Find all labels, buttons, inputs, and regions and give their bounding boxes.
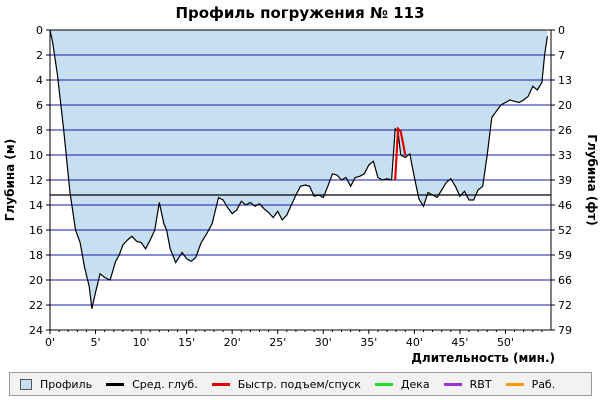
- x-tick-label-0: 0': [45, 336, 55, 349]
- y-tick-label-left-10: 20: [29, 274, 43, 287]
- y-tick-label-left-11: 22: [29, 299, 43, 312]
- y-tick-label-left-7: 14: [29, 199, 43, 212]
- x-tick-label-1: 5': [91, 336, 101, 349]
- legend: Профиль Сред. глуб. Быстр. подъем/спуск Дек…: [9, 372, 592, 396]
- plot-area: 0' 5' 10' 15' 20' 25' 30' 35' 40' 45' 50'024681012…: [29, 24, 572, 349]
- legend-label-3: Дека: [400, 377, 430, 391]
- legend-label-1: Сред. глуб.: [132, 377, 198, 391]
- legend-item-2: Быстр. подъем/спуск: [211, 377, 361, 391]
- x-tick-label-7: 35': [360, 336, 377, 349]
- legend-swatch-2: [211, 382, 230, 386]
- x-tick-label-2: 10': [133, 336, 150, 349]
- y-axis-label-right: Глубина (фт): [585, 134, 599, 225]
- y-tick-label-left-2: 4: [36, 74, 43, 87]
- y-axis-label-left: Глубина (м): [3, 139, 17, 221]
- y-tick-label-left-8: 16: [29, 224, 43, 237]
- legend-swatch-3: [374, 382, 393, 386]
- y-tick-label-right-9: 59: [558, 249, 572, 262]
- y-tick-label-left-4: 8: [36, 124, 43, 137]
- legend-swatch-0: [20, 378, 32, 390]
- y-tick-label-left-6: 12: [29, 174, 43, 187]
- y-tick-label-left-12: 24: [29, 324, 43, 337]
- x-tick-label-10: 50': [497, 336, 514, 349]
- chart-title: Профиль погружения № 113: [175, 4, 424, 22]
- profile-line: [49, 29, 548, 309]
- legend-swatch-1: [106, 382, 125, 386]
- legend-item-3: Дека: [374, 377, 430, 391]
- y-tick-label-right-1: 7: [558, 49, 565, 62]
- legend-label-4: RBT: [469, 377, 492, 391]
- dive-profile-chart: Профиль погружения № 113 0' 5' 10' 15' 20' 25…: [3, 4, 599, 365]
- y-tick-label-right-2: 13: [558, 74, 572, 87]
- y-tick-label-right-8: 52: [558, 224, 572, 237]
- y-tick-label-right-11: 72: [558, 299, 572, 312]
- x-tick-label-3: 15': [178, 336, 195, 349]
- legend-label-2: Быстр. подъем/спуск: [237, 377, 361, 391]
- legend-swatch-4: [443, 382, 462, 386]
- x-tick-label-8: 40': [406, 336, 423, 349]
- legend-label-0: Профиль: [40, 377, 93, 391]
- legend-swatch-5: [505, 382, 524, 386]
- y-tick-label-right-6: 39: [558, 174, 572, 187]
- x-tick-label-5: 25': [269, 336, 286, 349]
- y-tick-label-right-12: 79: [558, 324, 572, 337]
- y-tick-label-right-7: 46: [558, 199, 572, 212]
- x-tick-label-6: 30': [315, 336, 332, 349]
- y-tick-label-right-4: 26: [558, 124, 572, 137]
- x-tick-label-4: 20': [224, 336, 241, 349]
- legend-item-0: Профиль: [20, 378, 92, 391]
- legend-item-5: Раб.: [505, 377, 556, 391]
- legend-item-4: RBT: [443, 377, 492, 391]
- fast-ascent-line: [394, 126, 407, 181]
- legend-label-5: Раб.: [531, 377, 556, 391]
- profile-area: [50, 30, 548, 309]
- x-tick-label-9: 45': [451, 336, 468, 349]
- y-tick-label-right-0: 0: [558, 24, 565, 37]
- y-tick-label-left-1: 2: [36, 49, 43, 62]
- y-tick-label-left-0: 0: [36, 24, 43, 37]
- y-tick-label-left-9: 18: [29, 249, 43, 262]
- y-tick-label-right-3: 20: [558, 99, 572, 112]
- x-axis-label: Длительность (мин.): [411, 351, 555, 365]
- y-tick-label-left-3: 6: [36, 99, 43, 112]
- legend-item-1: Сред. глуб.: [106, 378, 198, 391]
- y-tick-label-right-10: 66: [558, 274, 572, 287]
- y-tick-label-right-5: 33: [558, 149, 572, 162]
- y-tick-label-left-5: 10: [29, 149, 43, 162]
